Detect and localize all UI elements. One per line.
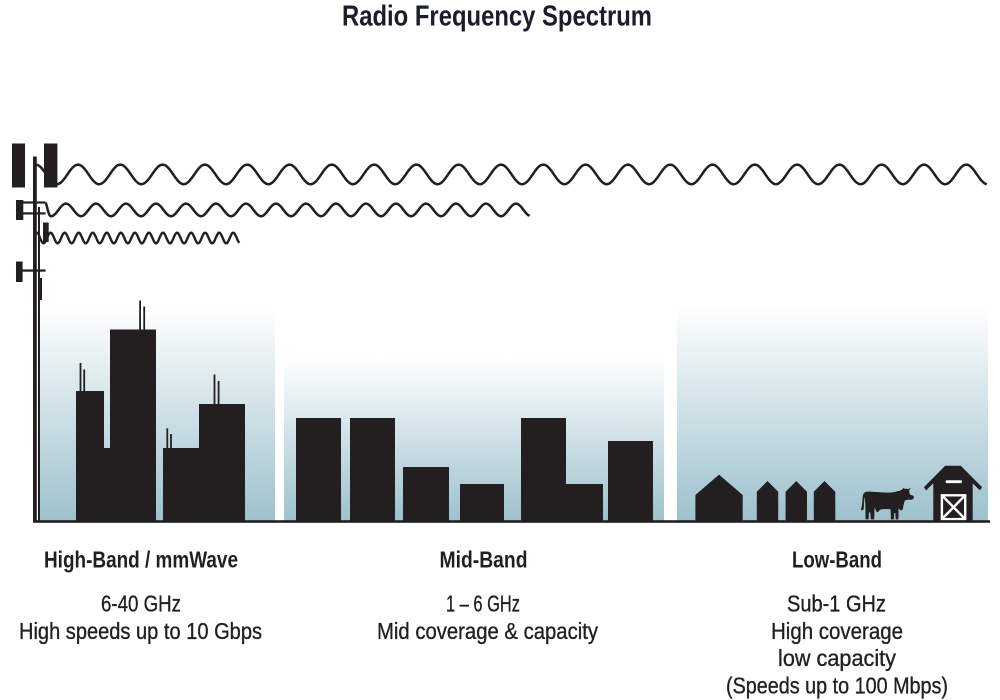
- svg-text:High coverage: High coverage: [771, 618, 903, 644]
- svg-text:(Speeds up to 100 Mbps): (Speeds up to 100 Mbps): [726, 673, 948, 699]
- svg-text:Radio Frequency Spectrum: Radio Frequency Spectrum: [342, 1, 652, 33]
- svg-text:High-Band / mmWave: High-Band / mmWave: [44, 547, 238, 573]
- svg-text:1 – 6 GHz: 1 – 6 GHz: [446, 591, 520, 617]
- svg-text:Mid-Band: Mid-Band: [440, 547, 528, 573]
- svg-text:Low-Band: Low-Band: [792, 547, 882, 573]
- svg-text:Mid coverage & capacity: Mid coverage & capacity: [377, 618, 598, 644]
- svg-text:low capacity: low capacity: [778, 645, 896, 671]
- svg-text:6-40 GHz: 6-40 GHz: [101, 591, 181, 617]
- svg-text:High speeds up to 10 Gbps: High speeds up to 10 Gbps: [19, 618, 262, 644]
- svg-text:Sub-1 GHz: Sub-1 GHz: [787, 591, 886, 617]
